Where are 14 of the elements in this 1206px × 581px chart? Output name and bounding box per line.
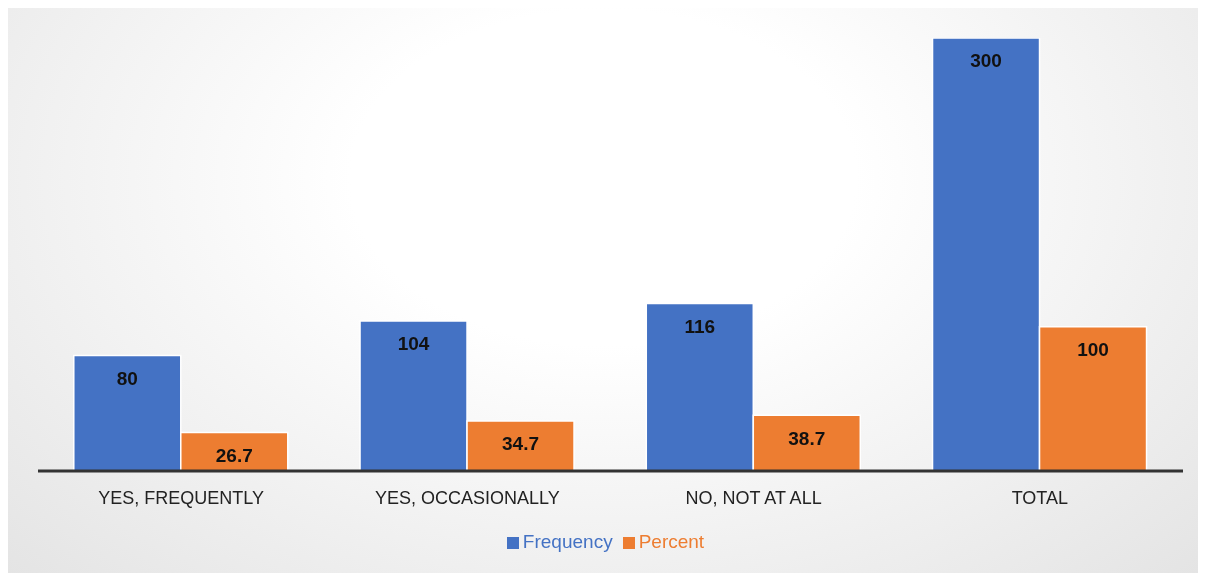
- x-tick-label: NO, NOT AT ALL: [685, 487, 822, 508]
- data-label: 26.7: [215, 444, 253, 466]
- data-label: 116: [684, 316, 716, 338]
- data-label: 34.7: [502, 433, 540, 455]
- data-label: 104: [397, 333, 430, 355]
- legend-label: Frequency: [522, 531, 613, 552]
- x-tick-label: TOTAL: [1011, 487, 1069, 508]
- data-label: 80: [116, 368, 138, 390]
- data-label: 38.7: [788, 427, 826, 449]
- x-tick-label: YES, OCCASIONALLY: [375, 487, 560, 508]
- legend-label: Percent: [638, 531, 705, 552]
- data-label: 300: [970, 50, 1002, 72]
- data-label: 100: [1077, 339, 1109, 361]
- x-tick-label: YES, FREQUENTLY: [98, 487, 264, 508]
